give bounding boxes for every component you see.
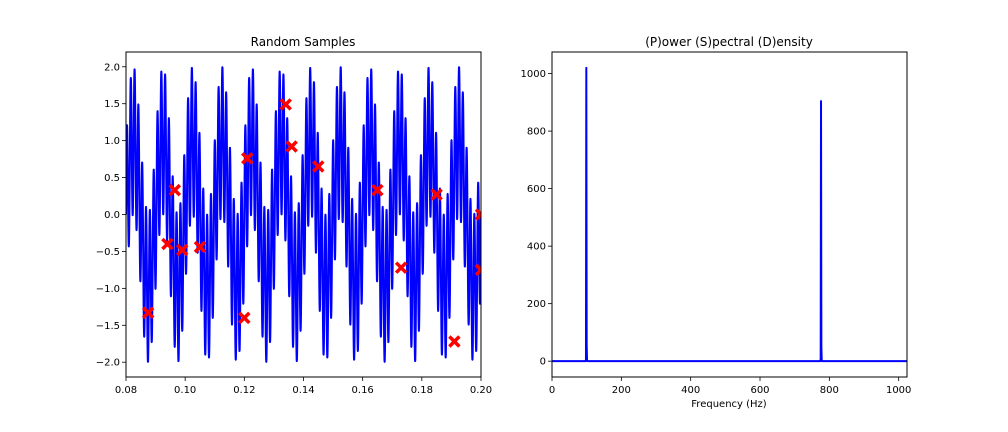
series-group xyxy=(552,66,907,363)
y-tick-label: −0.5 xyxy=(96,247,120,258)
chart-title: (P)ower (S)pectral (D)ensity xyxy=(645,35,813,49)
series-line xyxy=(126,66,481,363)
plot-area xyxy=(552,66,907,363)
y-tick-label: 200 xyxy=(527,299,546,310)
random-samples-chart: Random Samples 0.08 0.10 0.12 0.14 0.16 0.18 0… xyxy=(96,35,492,396)
sample-marker xyxy=(238,311,251,325)
x-tick-label: 600 xyxy=(750,385,769,396)
psd-chart: (P)ower (S)pectral (D)ensity 0 200 400 600 8… xyxy=(521,35,912,410)
sample-marker xyxy=(448,335,461,348)
x-tick-label: 0.12 xyxy=(233,385,255,396)
y-tick-label: 800 xyxy=(527,127,546,138)
axes-frame xyxy=(551,51,908,378)
axis-ticks: 0 200 400 600 800 1000 1000 800 600 400 200 0 xyxy=(521,69,912,396)
x-tick-label: 0.16 xyxy=(352,385,374,396)
sample-marker xyxy=(474,263,481,277)
x-tick-label: 0.18 xyxy=(411,385,433,396)
axis-ticks: 0.08 0.10 0.12 0.14 0.16 0.18 0.20 2.0 1.5 1.0 0.5… xyxy=(96,62,492,396)
y-tick-label: 1000 xyxy=(521,69,546,80)
y-tick-label: −2.0 xyxy=(96,358,120,369)
x-tick-label: 400 xyxy=(681,385,700,396)
x-tick-label: 0.10 xyxy=(174,385,196,396)
chart-title: Random Samples xyxy=(251,35,356,49)
sample-marker xyxy=(394,261,408,274)
x-tick-label: 200 xyxy=(612,385,631,396)
plot-area xyxy=(126,66,481,363)
y-tick-label: 2.0 xyxy=(104,62,120,73)
sample-marker xyxy=(285,140,298,153)
y-tick-label: 1.0 xyxy=(104,136,120,147)
sample-marker xyxy=(279,98,292,111)
sample-marker xyxy=(175,243,189,257)
sample-marker xyxy=(474,208,481,221)
x-tick-label: 0.20 xyxy=(470,385,492,396)
y-tick-label: 600 xyxy=(527,184,546,195)
y-tick-label: 0 xyxy=(540,357,546,368)
x-tick-label: 0.08 xyxy=(115,385,137,396)
y-tick-label: 1.5 xyxy=(104,99,120,110)
y-tick-label: −1.0 xyxy=(96,284,120,295)
sample-marker xyxy=(371,183,384,197)
series-line xyxy=(552,66,907,363)
sample-marker xyxy=(168,183,182,197)
y-tick-label: −1.5 xyxy=(96,321,120,332)
x-tick-label: 0.14 xyxy=(292,385,314,396)
sample-marker xyxy=(161,237,174,251)
x-tick-label: 1000 xyxy=(886,385,911,396)
sample-marker xyxy=(193,240,207,254)
y-tick-label: 0.5 xyxy=(104,173,120,184)
sample-marker xyxy=(312,160,325,173)
x-axis-label: Frequency (Hz) xyxy=(691,399,767,410)
sample-marker xyxy=(241,152,254,165)
y-tick-label: 400 xyxy=(527,242,546,253)
sample-marker xyxy=(141,306,155,319)
y-tick-label: 0.0 xyxy=(104,210,120,221)
sample-marker xyxy=(430,188,443,201)
x-tick-label: 0 xyxy=(549,385,555,396)
series-group xyxy=(126,66,481,363)
x-tick-label: 800 xyxy=(820,385,839,396)
